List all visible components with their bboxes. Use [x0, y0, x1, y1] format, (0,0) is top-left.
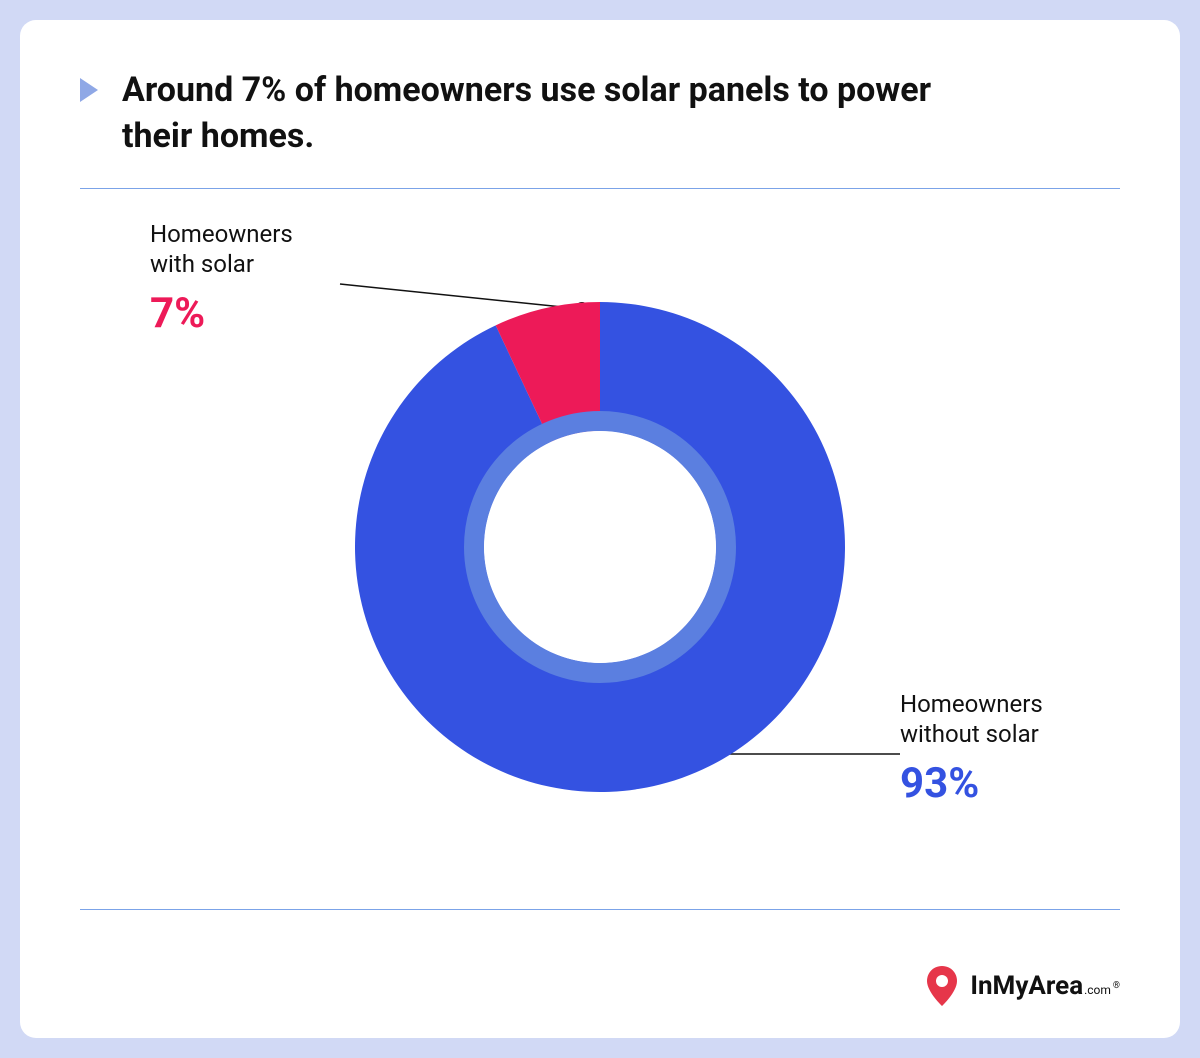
- chart-area: Homeowners with solar 7% Homeowners with…: [80, 209, 1120, 889]
- header-row: Around 7% of homeowners use solar panels…: [80, 68, 1120, 160]
- callout-label: Homeowners without solar: [900, 689, 1043, 749]
- brand-sub: .com: [1084, 983, 1111, 997]
- callout-value: 93%: [900, 759, 1043, 808]
- rule-bottom: [80, 909, 1120, 910]
- donut-chart: [355, 302, 845, 792]
- brand-main: InMyArea: [970, 971, 1083, 1001]
- callout-without-solar: Homeowners without solar 93%: [900, 689, 1043, 808]
- rule-top: [80, 188, 1120, 189]
- callout-label: Homeowners with solar: [150, 219, 293, 279]
- infographic-card: Around 7% of homeowners use solar panels…: [20, 20, 1180, 1038]
- branding: InMyArea.com®: [924, 964, 1120, 1008]
- brand-text-wrap: InMyArea.com®: [970, 971, 1120, 1001]
- donut-wrap: [355, 302, 845, 796]
- callout-with-solar: Homeowners with solar 7%: [150, 219, 293, 338]
- map-pin-icon: [924, 964, 960, 1008]
- bullet-icon: [80, 78, 102, 102]
- brand-registered: ®: [1113, 981, 1120, 991]
- chart-title: Around 7% of homeowners use solar panels…: [122, 68, 1002, 160]
- callout-value: 7%: [150, 289, 293, 338]
